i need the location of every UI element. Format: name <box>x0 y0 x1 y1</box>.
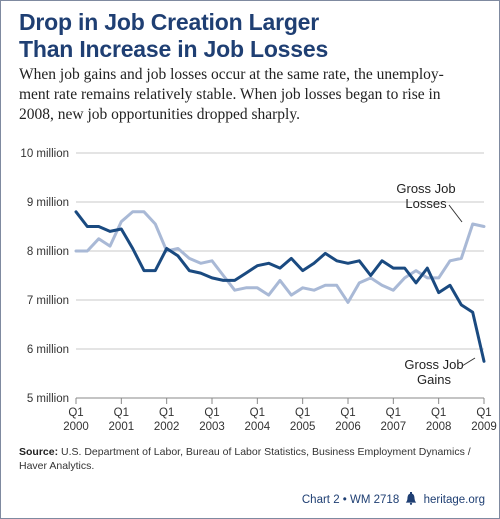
x-tick-quarter: Q1 <box>431 407 446 419</box>
subtitle-line-2: ment rate remains relatively stable. Whe… <box>19 86 441 103</box>
gains-label-line-1: Gross Job <box>404 357 463 372</box>
title-line-2: Than Increase in Job Losses <box>19 36 329 62</box>
x-tick-year: 2004 <box>245 421 271 433</box>
x-tick-year: 2006 <box>335 421 361 433</box>
x-tick-year: 2000 <box>63 421 89 433</box>
subtitle-line-1: When job gains and job losses occur at t… <box>19 66 444 83</box>
series-line-losses <box>74 210 486 304</box>
y-tick-label: 6 million <box>27 344 69 356</box>
x-tick-quarter: Q1 <box>295 407 310 419</box>
title-line-1: Drop in Job Creation Larger <box>19 9 320 35</box>
y-tick-label: 5 million <box>27 393 69 405</box>
x-tick-quarter: Q1 <box>204 407 219 419</box>
credit-line: Chart 2 • WM 2718 heritage.org <box>302 492 485 508</box>
y-tick-label: 10 million <box>20 148 69 160</box>
liberty-bell-icon <box>405 492 417 508</box>
source-text: U.S. Department of Labor, Bureau of Labo… <box>19 446 471 472</box>
x-tick-year: 2007 <box>381 421 407 433</box>
x-tick-year: 2003 <box>199 421 225 433</box>
credit-site: heritage.org <box>423 494 485 506</box>
gains-label-leader <box>461 357 476 367</box>
x-tick-quarter: Q1 <box>159 407 174 419</box>
losses-label-line-2: Losses <box>405 196 447 211</box>
x-tick-quarter: Q1 <box>114 407 129 419</box>
credit-chart: Chart 2 • WM 2718 <box>301 494 400 506</box>
x-tick-quarter: Q1 <box>340 407 355 419</box>
series-line-gains <box>74 210 486 363</box>
chart-subtitle: When job gains and job losses occur at t… <box>19 65 487 125</box>
x-tick-quarter: Q1 <box>250 407 265 419</box>
x-tick-year: 2008 <box>426 421 452 433</box>
x-tick-year: 2009 <box>471 421 497 433</box>
losses-label-leader <box>448 204 463 223</box>
source-label: Source: <box>19 446 59 458</box>
x-tick-year: 2005 <box>290 421 316 433</box>
x-tick-year: 2002 <box>154 421 180 433</box>
gains-label-line-2: Gains <box>417 372 451 387</box>
source-note: Source: U.S. Department of Labor, Bureau… <box>19 445 484 473</box>
y-tick-label: 8 million <box>27 246 69 258</box>
x-tick-quarter: Q1 <box>68 407 83 419</box>
chart-title: Drop in Job Creation Larger Than Increas… <box>19 9 489 63</box>
y-tick-label: 9 million <box>27 197 69 209</box>
x-tick-quarter: Q1 <box>386 407 401 419</box>
x-tick-quarter: Q1 <box>476 407 491 419</box>
line-chart: 5 million 6 million 7 million 8 million 9 mi… <box>20 148 497 433</box>
subtitle-line-3: 2008, new job opportunities dropped shar… <box>19 106 300 123</box>
x-tick-year: 2001 <box>109 421 135 433</box>
y-tick-label: 7 million <box>27 295 69 307</box>
losses-label-line-1: Gross Job <box>396 181 455 196</box>
